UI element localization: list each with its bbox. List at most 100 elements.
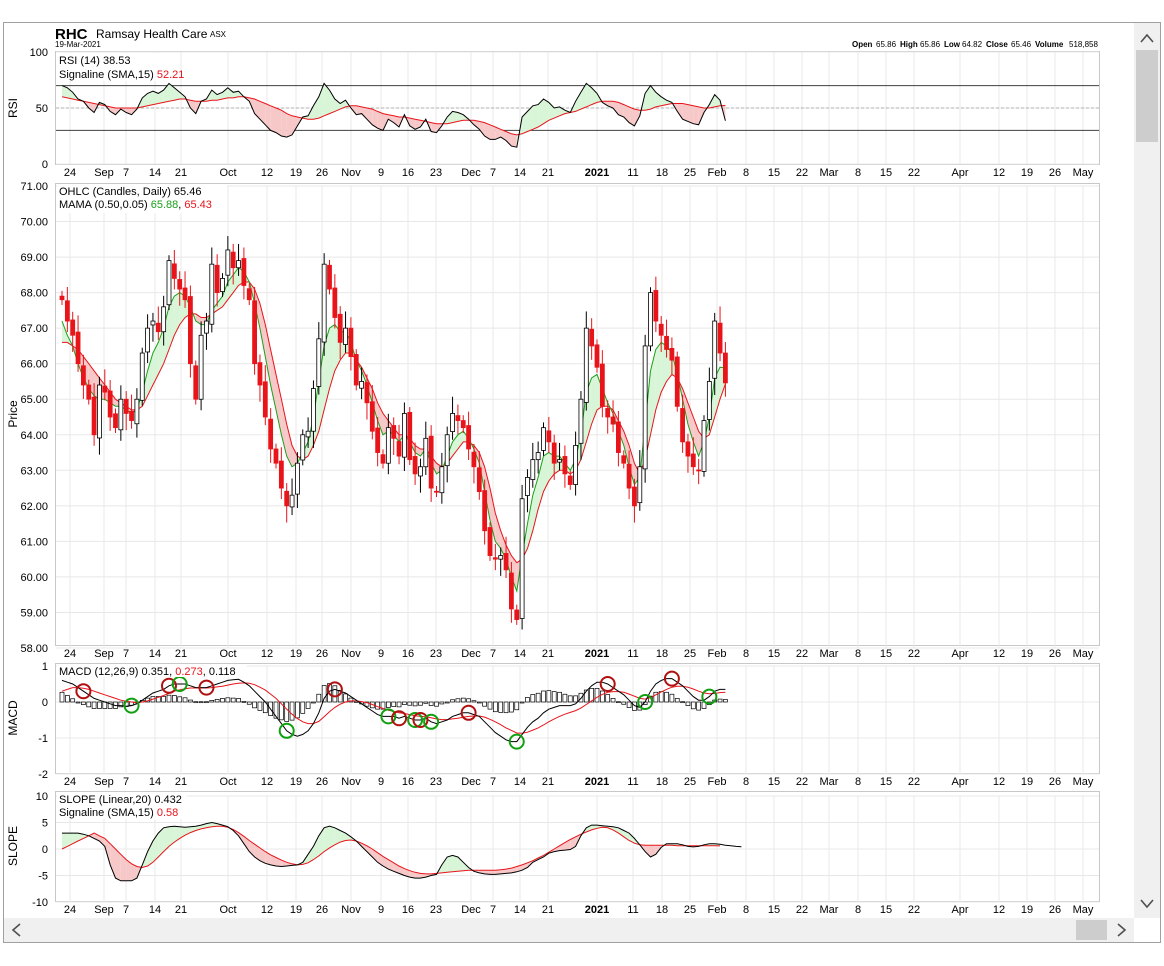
macd-histogram-bar: [107, 701, 113, 709]
band-fill-segment: [495, 512, 501, 549]
candle-body: [107, 390, 113, 418]
y-tick-label: 0: [42, 697, 48, 709]
x-tick-label: Nov: [341, 648, 361, 660]
band-fill-segment: [270, 854, 276, 866]
macd-histogram-bar: [295, 701, 300, 719]
x-tick-label: Nov: [341, 167, 361, 179]
candle-body: [466, 425, 472, 450]
band-fill-segment: [500, 869, 507, 874]
band-fill-segment: [463, 862, 469, 871]
scroll-down-bg[interactable]: [1134, 893, 1160, 915]
band-fill-segment: [559, 842, 565, 851]
band-fill-segment: [270, 105, 276, 133]
x-tick-label: 7: [490, 648, 496, 660]
macd-histogram-bar: [214, 699, 220, 703]
band-fill-segment: [313, 96, 319, 120]
candle-body: [503, 553, 509, 571]
x-tick-label: Apr: [951, 776, 968, 788]
x-tick-label: 26: [1049, 167, 1061, 179]
slope-layer: [61, 821, 742, 882]
candle-body: [225, 249, 231, 276]
scroll-left-button[interactable]: [11, 923, 21, 937]
candle-body: [605, 408, 611, 418]
y-tick-label: 0: [42, 159, 48, 171]
candle-body: [567, 475, 573, 485]
band-fill-segment: [120, 854, 127, 881]
chevron-down-icon[interactable]: [1140, 899, 1154, 909]
band-fill-segment: [484, 122, 490, 140]
x-tick-label: Oct: [219, 776, 236, 788]
x-tick-label: 22: [796, 776, 808, 788]
chevron-right-icon[interactable]: [1117, 923, 1127, 937]
scroll-down-button[interactable]: [1134, 893, 1160, 915]
band-fill-segment: [511, 555, 517, 592]
macd-crossover-marker: [391, 710, 408, 727]
candle-body: [562, 456, 568, 475]
scroll-right-button[interactable]: [1117, 923, 1127, 937]
macd-histogram-bar: [252, 701, 257, 709]
candle-body: [391, 425, 397, 439]
band-fill-segment: [436, 463, 442, 474]
candle-body: [674, 356, 680, 407]
high-label: High: [900, 40, 918, 49]
band-fill-segment: [586, 83, 592, 107]
band-fill-segment: [687, 402, 694, 442]
band-fill-segment: [554, 845, 560, 852]
rsi-legend-bg: [57, 53, 177, 81]
candle-body: [289, 494, 295, 508]
band-fill-segment: [431, 122, 437, 133]
horizontal-scrollbar[interactable]: [4, 918, 1134, 942]
band-fill-segment: [532, 104, 539, 130]
band-fill-segment: [447, 111, 453, 124]
candle-body: [487, 527, 493, 556]
band-fill-segment: [152, 833, 159, 863]
band-fill-segment: [286, 113, 293, 138]
vertical-scrollbar[interactable]: [1134, 23, 1160, 918]
macd-histogram-bar: [594, 688, 600, 703]
x-tick-label: 12: [993, 904, 1005, 916]
band-fill-segment: [377, 111, 383, 131]
company-name: Ramsay Health Care: [96, 27, 208, 41]
rsi-layer: [56, 82, 1099, 148]
band-fill-segment: [163, 83, 169, 103]
macd-hist-value: 0.118: [209, 666, 236, 678]
scroll-up-button[interactable]: [1134, 27, 1160, 47]
band-fill-segment: [334, 99, 341, 112]
macd-crossover-marker: [407, 712, 424, 728]
x-tick-label: Feb: [708, 648, 727, 660]
band-fill-segment: [131, 863, 137, 881]
x-tick-label: 19: [290, 776, 302, 788]
band-fill-segment: [67, 833, 73, 847]
x-tick-label: Mar: [820, 167, 839, 179]
scroll-up-bg[interactable]: [1134, 27, 1160, 47]
y-tick-label: 10: [36, 791, 48, 803]
candle-body: [610, 416, 616, 425]
candle-body: [246, 288, 252, 301]
macd-histogram-bar: [75, 701, 81, 704]
candle-body: [305, 430, 311, 438]
candle-body: [262, 381, 268, 418]
x-tick-label: 11: [627, 167, 638, 179]
macd-histogram-bar: [300, 701, 306, 714]
candle-body: [626, 463, 632, 489]
candle-body: [59, 295, 65, 301]
macd-crossover-marker: [278, 722, 295, 739]
macd-histogram-bar: [316, 693, 322, 703]
x-tick-label: 12: [261, 776, 273, 788]
candle-body: [209, 263, 215, 325]
x-tick-label: 8: [855, 776, 861, 788]
horizontal-scroll-thumb[interactable]: [1076, 920, 1107, 940]
candle-body: [621, 455, 627, 464]
macd-histogram-bar: [509, 701, 514, 713]
band-fill-segment: [559, 106, 565, 116]
macd-histogram-bar: [493, 701, 498, 713]
chevron-left-icon[interactable]: [11, 923, 21, 937]
candle-body: [557, 459, 562, 463]
macd-histogram-bar: [311, 701, 316, 704]
macd-histogram-bar: [209, 700, 215, 703]
vertical-scroll-thumb[interactable]: [1136, 50, 1158, 142]
band-fill-segment: [388, 114, 394, 123]
macd-histogram-bar: [177, 696, 183, 703]
x-tick-label: 7: [123, 776, 129, 788]
chevron-up-icon[interactable]: [1140, 33, 1154, 43]
